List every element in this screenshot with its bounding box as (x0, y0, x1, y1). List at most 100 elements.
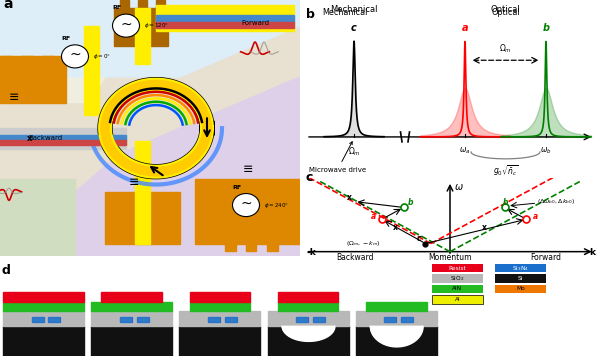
Text: $\phi=120°$: $\phi=120°$ (144, 21, 169, 30)
Text: Resist: Resist (449, 266, 466, 271)
Bar (179, 326, 260, 356)
Text: Mo: Mo (516, 287, 525, 292)
Text: $(\Omega_m, -k_m)$: $(\Omega_m, -k_m)$ (346, 239, 381, 248)
Text: RF: RF (112, 5, 122, 10)
Text: a: a (461, 23, 469, 33)
Text: c: c (417, 234, 421, 244)
Bar (190, 292, 250, 303)
Bar (105, 192, 180, 244)
Bar (495, 285, 546, 293)
Text: -k: -k (306, 248, 316, 257)
Text: Si$_3$N$_4$: Si$_3$N$_4$ (512, 264, 529, 273)
Bar (208, 317, 220, 322)
Text: x: x (347, 193, 352, 202)
Bar (296, 317, 308, 322)
Bar (156, 0, 165, 8)
Text: Forward: Forward (530, 253, 561, 262)
Bar (137, 317, 149, 322)
Polygon shape (0, 0, 300, 77)
Bar (0, 56, 12, 69)
Bar (268, 326, 349, 356)
Text: d: d (1, 264, 10, 277)
Bar (225, 317, 237, 322)
Text: a: a (533, 212, 538, 221)
Text: c: c (351, 23, 357, 33)
Bar (3, 303, 84, 311)
Polygon shape (156, 15, 294, 22)
Text: $\phi=240°$: $\phi=240°$ (264, 200, 289, 210)
Bar (91, 303, 172, 311)
Bar (84, 26, 99, 115)
Text: SiO$_2$: SiO$_2$ (451, 274, 464, 283)
Polygon shape (156, 5, 294, 31)
Text: $\equiv$: $\equiv$ (6, 90, 20, 103)
Bar (246, 241, 256, 251)
Text: a: a (3, 0, 13, 11)
Bar (138, 0, 147, 8)
Bar (278, 292, 338, 303)
Bar (432, 274, 483, 283)
Text: $\Omega_m$: $\Omega_m$ (499, 42, 512, 55)
Bar (114, 8, 168, 46)
Circle shape (232, 194, 260, 216)
Text: $g_0\sqrt{\bar{n}_c}$: $g_0\sqrt{\bar{n}_c}$ (493, 163, 518, 178)
Text: a: a (371, 212, 376, 221)
Bar (49, 317, 61, 322)
Text: ~: ~ (120, 17, 132, 31)
Bar (3, 326, 84, 356)
Bar (101, 292, 162, 303)
Bar (356, 326, 437, 356)
Text: $\phi=0°$: $\phi=0°$ (93, 52, 111, 61)
Text: AlN: AlN (452, 287, 463, 292)
Polygon shape (0, 179, 75, 256)
Polygon shape (0, 128, 126, 149)
Text: x: x (393, 223, 398, 232)
Polygon shape (0, 135, 126, 140)
Bar (267, 241, 277, 251)
Circle shape (62, 45, 89, 68)
Text: x: x (28, 135, 32, 143)
Bar (195, 179, 300, 244)
Polygon shape (30, 77, 300, 256)
Text: b: b (542, 23, 550, 33)
Text: $(\Delta\omega_{b0}, \Delta k_{b0})$: $(\Delta\omega_{b0}, \Delta k_{b0})$ (537, 197, 575, 206)
Bar (356, 311, 437, 326)
Text: Optical: Optical (491, 5, 520, 14)
Circle shape (113, 14, 139, 37)
Polygon shape (0, 0, 150, 103)
Text: b: b (408, 198, 413, 206)
Text: RF: RF (232, 185, 242, 190)
Bar (32, 317, 44, 322)
Text: c: c (305, 171, 313, 184)
Bar (385, 317, 397, 322)
Text: x: x (482, 223, 487, 232)
Text: Optical: Optical (491, 8, 520, 17)
Text: Mechanical: Mechanical (330, 5, 378, 14)
Text: Microwave drive: Microwave drive (309, 142, 366, 173)
Text: Backward: Backward (336, 253, 373, 262)
Text: ~: ~ (69, 48, 81, 62)
Text: Si: Si (518, 276, 523, 281)
Bar (432, 295, 483, 304)
Bar (268, 311, 349, 326)
Bar (3, 292, 84, 303)
Text: $\equiv$: $\equiv$ (240, 162, 254, 175)
Text: Backward: Backward (28, 135, 62, 141)
Bar (401, 317, 413, 322)
Bar (91, 326, 172, 356)
Bar (225, 241, 235, 251)
Bar (179, 311, 260, 326)
Polygon shape (0, 140, 126, 145)
Text: Forward: Forward (241, 20, 269, 26)
Bar (495, 264, 546, 272)
Bar (3, 311, 84, 326)
Bar (21, 56, 33, 69)
Polygon shape (0, 0, 300, 256)
Bar (278, 303, 338, 311)
Bar (313, 317, 325, 322)
Text: Al: Al (455, 297, 460, 302)
Text: b: b (503, 198, 509, 206)
Bar (0, 56, 66, 103)
Text: $\Omega_m$: $\Omega_m$ (347, 145, 361, 158)
Polygon shape (156, 22, 294, 28)
